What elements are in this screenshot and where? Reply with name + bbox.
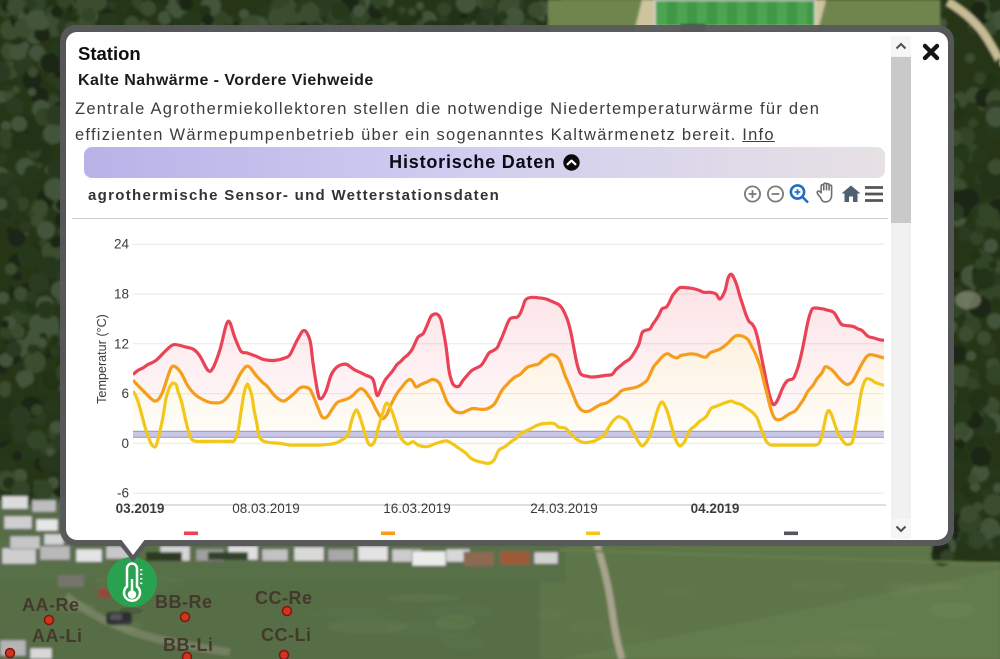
svg-text:6: 6 [121,386,129,401]
svg-text:08.03.2019: 08.03.2019 [232,501,300,516]
svg-text:CC-Li: CC-Li [261,625,312,645]
svg-text:CC-Re: CC-Re [255,588,313,608]
svg-text:BB-Li: BB-Li [163,635,214,655]
svg-text:0: 0 [121,436,129,451]
svg-text:AA-Re: AA-Re [22,595,80,615]
svg-text:-6: -6 [117,486,129,501]
svg-text:12: 12 [114,336,129,351]
svg-text:24: 24 [114,237,130,252]
svg-text:24.03.2019: 24.03.2019 [530,501,598,516]
svg-text:16.03.2019: 16.03.2019 [383,501,451,516]
svg-text:03.2019: 03.2019 [116,501,165,516]
svg-text:Temperatur (°C): Temperatur (°C) [95,314,109,404]
svg-text:BB-Re: BB-Re [155,592,213,612]
svg-text:04.2019: 04.2019 [691,501,740,516]
svg-text:18: 18 [114,287,129,302]
svg-text:AA-Li: AA-Li [32,626,83,646]
